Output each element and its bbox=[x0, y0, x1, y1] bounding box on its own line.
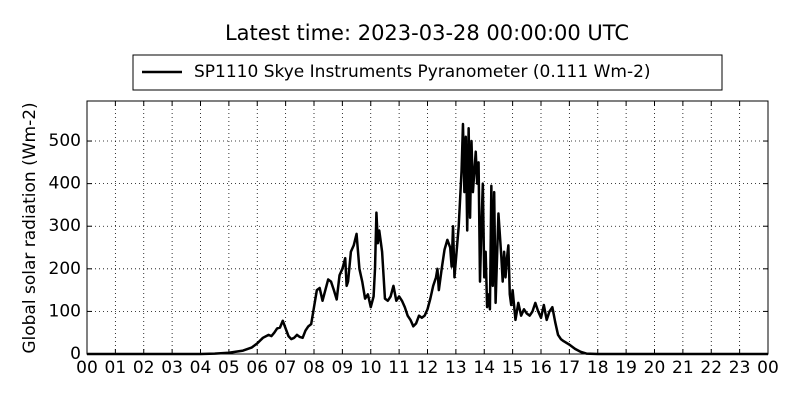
x-tick-label: 06 bbox=[246, 358, 268, 378]
x-tick-label: 08 bbox=[303, 358, 325, 378]
y-tick-label: 200 bbox=[49, 259, 81, 279]
x-tick-label: 07 bbox=[275, 358, 297, 378]
x-tick-label: 10 bbox=[360, 358, 382, 378]
x-tick-label: 14 bbox=[473, 358, 495, 378]
x-tick-label: 15 bbox=[502, 358, 524, 378]
y-tick-label: 400 bbox=[49, 174, 81, 194]
x-tick-label: 05 bbox=[218, 358, 240, 378]
x-tick-label: 11 bbox=[388, 358, 410, 378]
x-tick-label: 13 bbox=[445, 358, 467, 378]
legend-label: SP1110 Skye Instruments Pyranometer (0.1… bbox=[194, 62, 651, 82]
x-tick-label: 22 bbox=[700, 358, 722, 378]
plot-frame bbox=[86, 100, 769, 355]
y-tick-label: 100 bbox=[49, 301, 81, 321]
data-line bbox=[87, 122, 768, 356]
x-tick-label: 12 bbox=[417, 358, 439, 378]
x-tick-label: 01 bbox=[105, 358, 127, 378]
x-tick-label: 04 bbox=[190, 358, 212, 378]
y-axis-label: Global solar radiation (Wm-2) bbox=[20, 102, 40, 353]
x-tick-label: 17 bbox=[559, 358, 581, 378]
x-tick-label: 00 bbox=[757, 358, 779, 378]
x-tick-label: 09 bbox=[332, 358, 354, 378]
y-tick-label: 0 bbox=[70, 344, 81, 364]
x-tick-label: 23 bbox=[729, 358, 751, 378]
chart-title: Latest time: 2023-03-28 00:00:00 UTC bbox=[225, 21, 629, 45]
legend-box bbox=[132, 54, 723, 91]
x-tick-label: 18 bbox=[587, 358, 609, 378]
x-tick-label: 16 bbox=[530, 358, 552, 378]
x-tick-label: 20 bbox=[644, 358, 666, 378]
y-tick-label: 500 bbox=[49, 131, 81, 151]
x-tick-label: 03 bbox=[161, 358, 183, 378]
x-tick-label: 02 bbox=[133, 358, 155, 378]
y-tick-label: 300 bbox=[49, 216, 81, 236]
x-tick-label: 21 bbox=[672, 358, 694, 378]
x-tick-label: 00 bbox=[76, 358, 98, 378]
x-tick-label: 19 bbox=[615, 358, 637, 378]
